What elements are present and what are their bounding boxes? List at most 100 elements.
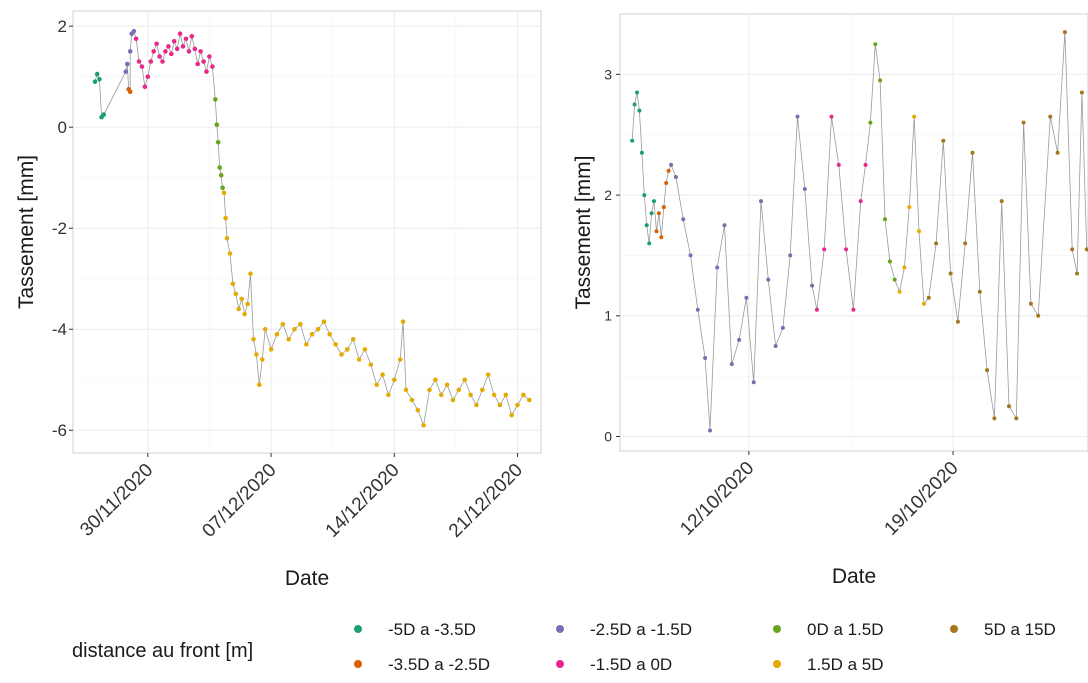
data-point	[433, 377, 438, 383]
data-point	[339, 352, 344, 357]
data-point	[810, 283, 815, 288]
data-point	[374, 382, 380, 388]
plot-area	[619, 13, 1088, 452]
data-point	[729, 362, 734, 367]
series-0D-a-1-5D	[868, 42, 897, 282]
legend-label: 0D a 1.5D	[807, 620, 884, 639]
data-point	[145, 74, 151, 79]
data-point	[368, 362, 374, 367]
data-point	[154, 41, 159, 47]
y-tick-label: 0	[604, 428, 612, 444]
data-point	[136, 59, 142, 64]
data-point	[673, 175, 678, 179]
data-point	[814, 307, 819, 312]
legend-item: -2.5D a -1.5D	[556, 620, 692, 639]
data-point	[262, 326, 268, 332]
legend-item: -3.5D a -2.5D	[354, 655, 490, 674]
data-point	[142, 84, 148, 90]
data-point	[239, 296, 244, 302]
data-point	[647, 241, 652, 246]
data-point	[661, 205, 666, 210]
x-axis-title: Date	[285, 567, 329, 590]
data-point	[321, 319, 327, 325]
data-point	[127, 49, 133, 54]
x-tick-label: 30/11/2020	[76, 460, 157, 541]
data-point	[123, 69, 129, 74]
legend-item: 1.5D a 5D	[773, 655, 884, 674]
data-point	[174, 46, 180, 52]
data-point	[280, 321, 286, 327]
data-point	[169, 51, 174, 57]
data-point	[160, 59, 165, 64]
x-tick-label: 19/10/2020	[881, 458, 963, 540]
data-point	[195, 61, 200, 67]
data-point	[204, 69, 209, 74]
data-point	[883, 217, 887, 222]
data-point	[1028, 301, 1033, 306]
data-point	[639, 150, 644, 155]
series-1-5D-a-5D	[221, 190, 532, 428]
data-point	[177, 31, 183, 36]
legend-swatch	[773, 660, 781, 668]
data-point	[948, 271, 953, 276]
data-point	[92, 79, 98, 84]
data-point	[157, 54, 162, 59]
left-chart-panel: -6 -4 -2 0 2 30/11/2020 07/12/2020 14/12/2020 21…	[15, 10, 542, 590]
data-point	[333, 342, 338, 347]
series-0D-a-1-5D	[213, 97, 225, 191]
data-point	[163, 49, 168, 54]
data-point	[224, 236, 230, 241]
data-point	[220, 185, 225, 191]
data-point	[654, 229, 659, 234]
data-point	[257, 382, 262, 388]
y-tick-label: -2	[52, 219, 67, 238]
data-point	[985, 368, 990, 373]
data-point	[236, 306, 242, 312]
data-point	[722, 223, 727, 228]
data-point	[795, 114, 800, 119]
data-point	[955, 319, 960, 324]
data-point	[632, 102, 637, 107]
data-point	[201, 59, 206, 64]
x-tick-label: 07/12/2020	[199, 460, 281, 542]
data-point	[133, 36, 139, 42]
data-point	[766, 277, 771, 282]
data-point	[214, 122, 220, 127]
data-point	[180, 44, 186, 49]
data-point	[350, 337, 356, 342]
data-point	[666, 168, 671, 173]
legend-label: -2.5D a -1.5D	[590, 620, 692, 639]
series--1-5D-a-0D	[814, 114, 868, 312]
y-tick-label: 1	[604, 308, 612, 324]
series--2-5D-a-1-5D	[123, 28, 137, 74]
data-point	[652, 199, 656, 204]
legend-swatch	[950, 625, 958, 633]
data-point	[171, 39, 177, 44]
data-point	[836, 162, 841, 167]
series-5D-a-15D	[926, 30, 1088, 421]
y-tick-label: 2	[58, 17, 67, 36]
y-tick-label: -6	[52, 421, 67, 440]
data-point	[695, 307, 700, 312]
data-point	[491, 392, 497, 398]
data-point	[148, 59, 154, 64]
legend-swatch	[556, 625, 564, 633]
y-tick-label: 0	[58, 118, 67, 137]
data-point	[217, 165, 222, 170]
data-point	[251, 337, 256, 342]
legend: distance au front [m] -5D a -3.5D -3.5D a…	[72, 620, 1056, 674]
data-point	[649, 211, 654, 216]
data-point	[327, 332, 333, 337]
legend-label: 5D a 15D	[984, 620, 1056, 639]
data-point	[215, 140, 221, 145]
data-point	[1021, 120, 1026, 125]
legend-label: -5D a -3.5D	[388, 620, 476, 639]
data-point	[851, 307, 856, 312]
legend-item: -5D a -3.5D	[354, 620, 476, 639]
data-point	[254, 352, 259, 357]
data-point	[227, 251, 233, 256]
data-point	[400, 319, 406, 325]
data-point	[397, 357, 403, 362]
data-point	[485, 372, 491, 378]
